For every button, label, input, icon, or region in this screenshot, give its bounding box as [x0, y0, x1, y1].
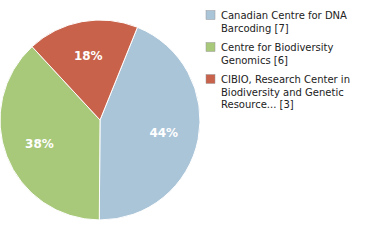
- pie: [0, 20, 200, 220]
- pie-slice: [32, 20, 137, 120]
- legend-swatch: [206, 75, 215, 84]
- legend: Canadian Centre for DNA Barcoding [7] Cent…: [206, 10, 350, 110]
- chart: 44% 38% 18% Canadian Centre for DNA Barcodin…: [0, 0, 380, 240]
- legend-swatch: [206, 43, 215, 52]
- legend-label-line: Centre for Biodiversity: [221, 42, 334, 53]
- legend-label: Centre for Biodiversity Genomics [6]: [221, 42, 334, 66]
- legend-label: CIBIO, Research Center in Biodiversity an…: [221, 74, 350, 110]
- data-label: 44%: [149, 126, 178, 140]
- legend-label: Canadian Centre for DNA Barcoding [7]: [221, 10, 347, 34]
- legend-label-line: Barcoding [7]: [221, 23, 289, 34]
- data-labels: 44% 38% 18%: [25, 49, 178, 150]
- legend-label-line: Biodiversity and Genetic: [221, 87, 344, 98]
- data-label: 38%: [25, 137, 54, 151]
- data-label: 18%: [74, 49, 103, 63]
- legend-swatch: [206, 11, 215, 20]
- legend-label-line: Genomics [6]: [221, 55, 288, 66]
- legend-label-line: Canadian Centre for DNA: [221, 10, 347, 21]
- legend-label-line: CIBIO, Research Center in: [221, 74, 350, 85]
- legend-label-line: Resource... [3]: [221, 99, 294, 110]
